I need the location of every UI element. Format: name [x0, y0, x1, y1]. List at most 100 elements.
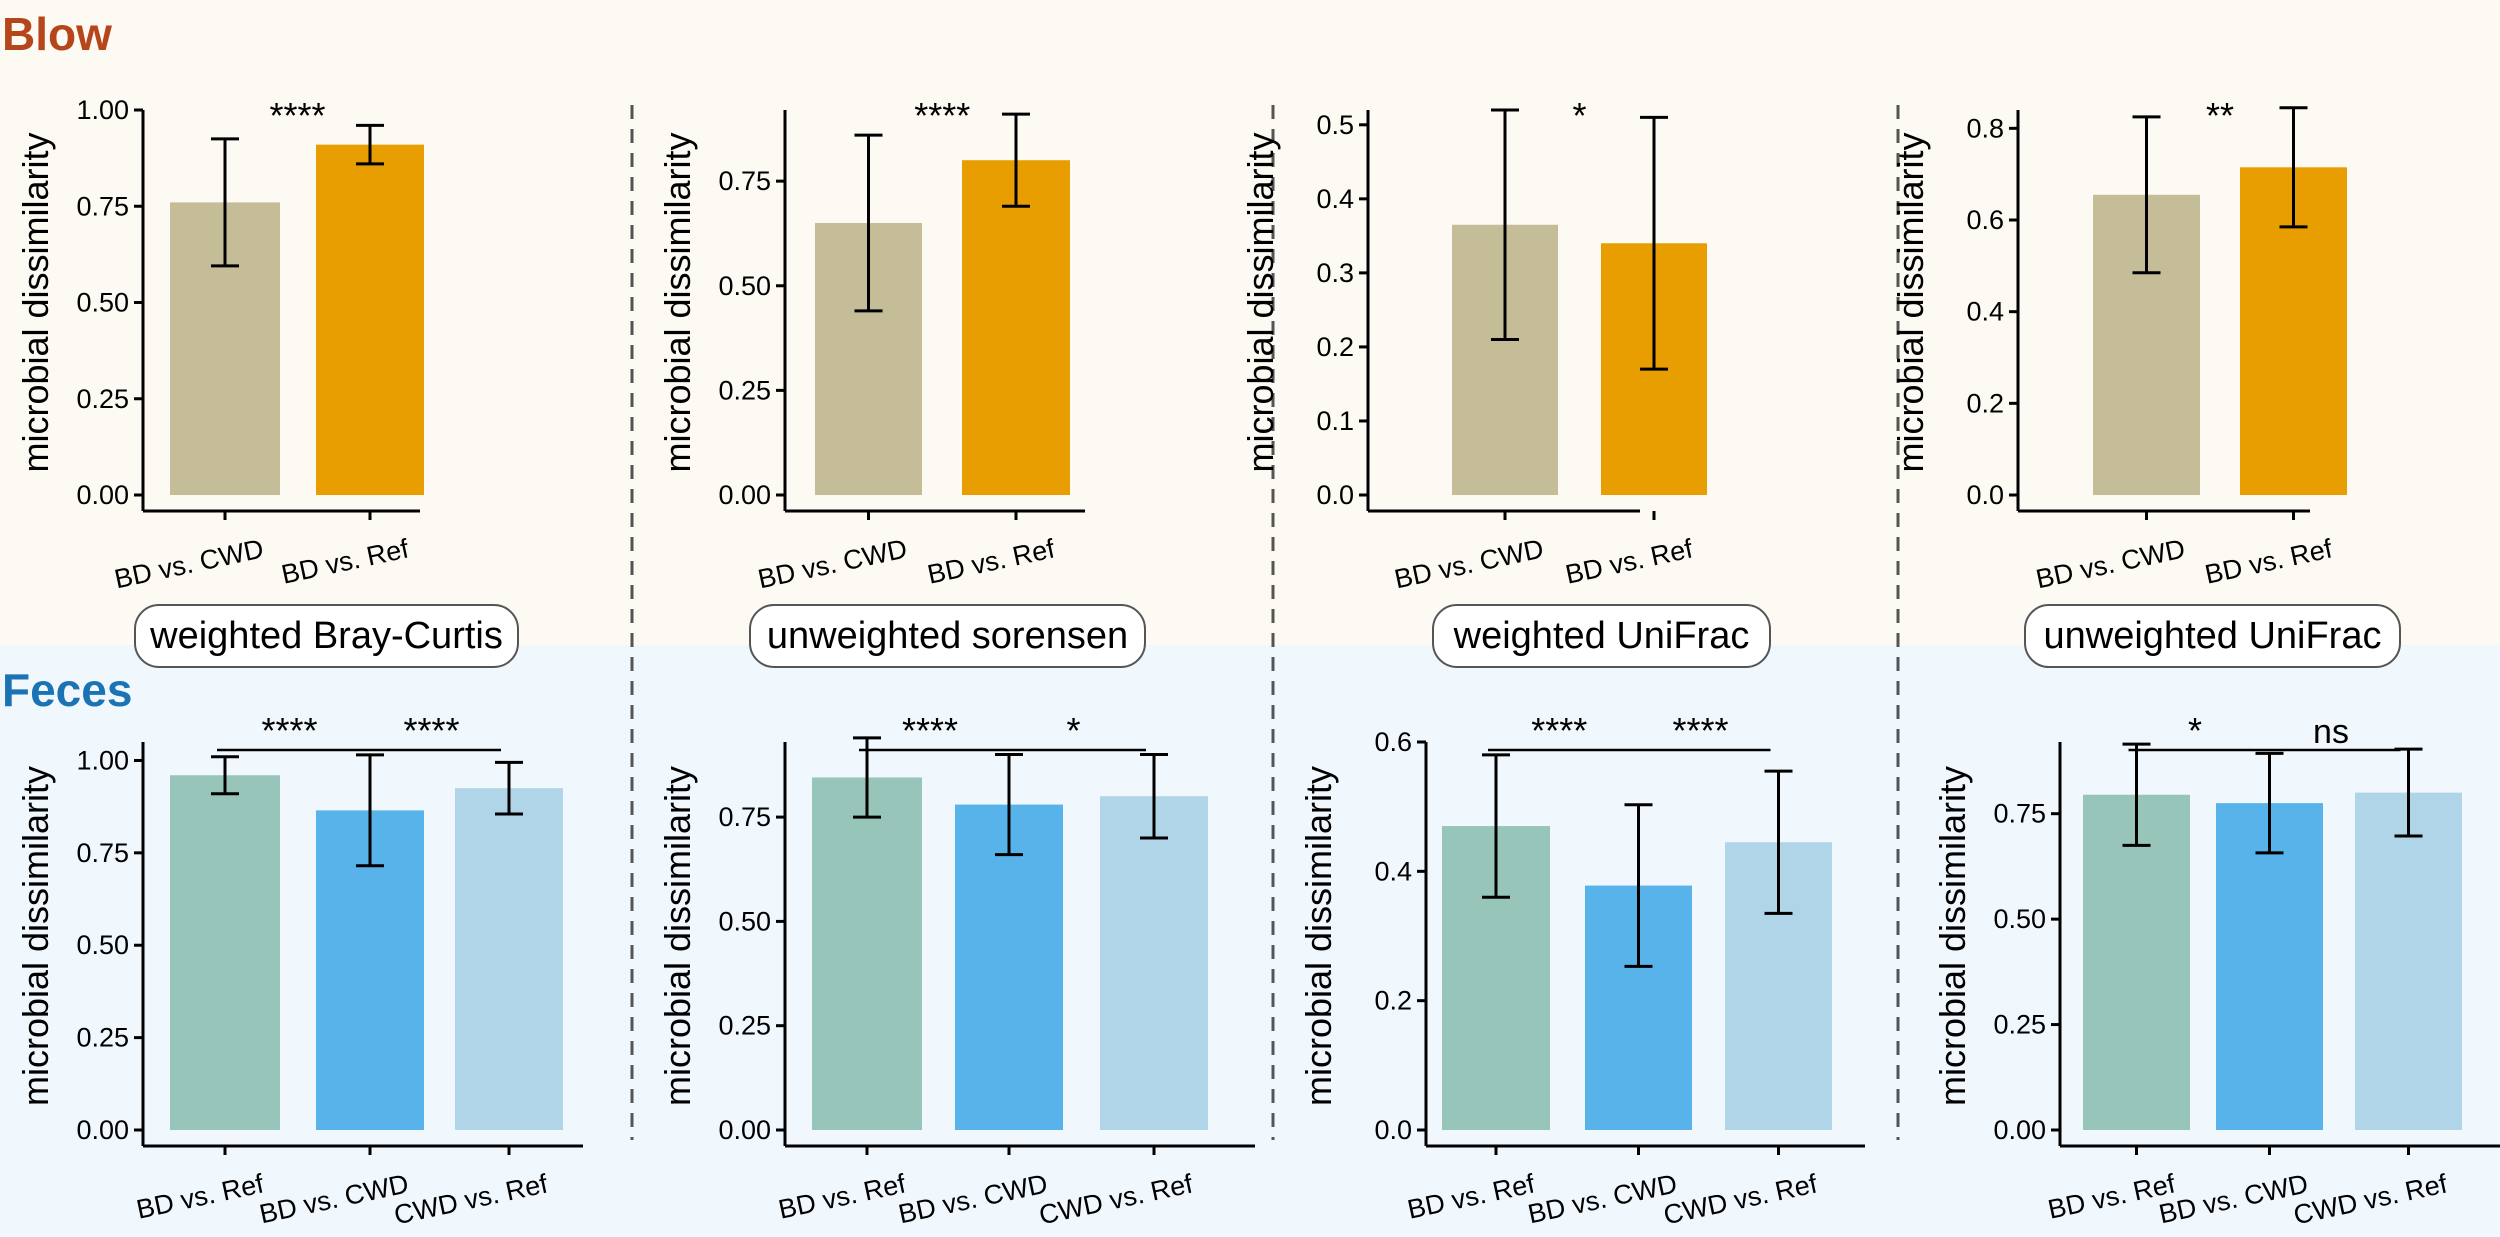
- significance-label: ****: [1672, 710, 1728, 751]
- significance-label: ****: [269, 95, 325, 136]
- significance-label: ****: [914, 95, 970, 136]
- y-tick-label: 0.25: [76, 1023, 129, 1053]
- y-tick-label: 0.2: [1374, 986, 1412, 1016]
- metric-label: unweighted UniFrac: [2024, 604, 2401, 668]
- metric-label: weighted UniFrac: [1432, 604, 1771, 668]
- y-tick-label: 0.1: [1316, 406, 1354, 436]
- error-bar: [1482, 753, 1510, 899]
- section-label-feces: Feces: [2, 664, 132, 716]
- y-tick-label: 0.00: [76, 1115, 129, 1145]
- y-tick-label: 0.0: [1966, 480, 2004, 510]
- y-tick-label: 0.50: [1993, 904, 2046, 934]
- bar: [316, 144, 424, 495]
- y-axis-label: microbial dissimilarity: [1890, 132, 1931, 472]
- metric-label-text: unweighted sorensen: [767, 615, 1128, 657]
- bar: [962, 160, 1070, 495]
- y-axis-label: microbial dissimilarity: [15, 132, 56, 472]
- bar: [955, 804, 1063, 1130]
- error-bar: [1764, 769, 1793, 915]
- y-tick-label: 0.25: [718, 375, 771, 405]
- y-tick-label: 0.3: [1316, 258, 1354, 288]
- y-tick-label: 0.2: [1966, 388, 2004, 418]
- y-axis-label: microbial dissimilarity: [657, 766, 698, 1106]
- error-bar: [356, 753, 384, 868]
- significance-label: **: [2206, 95, 2234, 136]
- y-tick-label: 0.6: [1374, 727, 1412, 757]
- y-axis-label: microbial dissimilarity: [1240, 132, 1281, 472]
- error-bar: [1624, 803, 1653, 968]
- significance-label: ****: [902, 710, 958, 751]
- metric-label-box: [134, 604, 519, 668]
- error-bar: [995, 753, 1023, 857]
- y-tick-label: 1.00: [76, 745, 129, 775]
- y-tick-label: 0.00: [1993, 1115, 2046, 1145]
- significance-label: ****: [403, 710, 459, 751]
- y-tick-label: 0.75: [76, 191, 129, 221]
- y-tick-label: 0.00: [718, 1115, 771, 1145]
- metric-label-text: weighted UniFrac: [1453, 615, 1750, 657]
- error-bar: [2279, 106, 2308, 229]
- y-tick-label: 0.6: [1966, 205, 2004, 235]
- y-tick-label: 0.00: [76, 480, 129, 510]
- y-tick-label: 0.25: [718, 1011, 771, 1041]
- significance-label: *: [2188, 710, 2202, 751]
- bar: [812, 777, 922, 1130]
- metric-label: unweighted sorensen: [749, 604, 1146, 668]
- y-tick-label: 0.50: [718, 906, 771, 936]
- error-bar: [1002, 112, 1030, 208]
- metric-label-text: weighted Bray-Curtis: [149, 615, 503, 657]
- error-bar: [2132, 115, 2161, 275]
- significance-label: *: [1066, 710, 1080, 751]
- bar: [1100, 796, 1208, 1130]
- bar: [2355, 792, 2462, 1130]
- y-tick-label: 0.2: [1316, 332, 1354, 362]
- y-tick-label: 0.0: [1374, 1115, 1412, 1145]
- y-tick-label: 0.50: [76, 930, 129, 960]
- y-tick-label: 0.00: [718, 480, 771, 510]
- y-tick-label: 0.4: [1374, 856, 1412, 886]
- significance-label: ****: [1531, 710, 1587, 751]
- y-axis-label: microbial dissimilarity: [1298, 766, 1339, 1106]
- bar: [455, 788, 563, 1130]
- error-bar: [211, 755, 239, 796]
- error-bar: [356, 123, 384, 166]
- y-tick-label: 1.00: [76, 95, 129, 125]
- y-tick-label: 0.75: [76, 838, 129, 868]
- error-bar: [1140, 753, 1168, 840]
- y-tick-label: 0.4: [1316, 184, 1354, 214]
- metric-label-text: unweighted UniFrac: [2044, 615, 2382, 657]
- y-tick-label: 0.4: [1966, 297, 2004, 327]
- metric-label-box: [1432, 604, 1771, 668]
- chart-panel: 0.00.20.40.60.8BD vs. CWD BD vs. Refmicro…: [1890, 95, 2347, 594]
- bar: [2083, 794, 2190, 1130]
- error-bar: [854, 133, 883, 313]
- bar: [2216, 803, 2323, 1130]
- significance-label: *: [1572, 95, 1586, 136]
- y-tick-label: 0.50: [76, 288, 129, 318]
- section-label-blow: Blow: [2, 8, 112, 60]
- metric-label-box: [749, 604, 1146, 668]
- error-bar: [211, 137, 239, 268]
- significance-label: ns: [2313, 713, 2349, 751]
- y-tick-label: 0.75: [718, 802, 771, 832]
- bar: [170, 775, 280, 1130]
- y-tick-label: 0.50: [718, 271, 771, 301]
- error-bar: [1491, 108, 1519, 342]
- significance-label: ****: [261, 710, 317, 751]
- metric-label: weighted Bray-Curtis: [134, 604, 519, 668]
- y-axis-label: microbial dissimilarity: [15, 766, 56, 1106]
- metric-label-box: [2024, 604, 2401, 668]
- error-bar: [2255, 751, 2284, 855]
- y-tick-label: 0.0: [1316, 480, 1354, 510]
- y-tick-label: 0.75: [1993, 799, 2046, 829]
- error-bar: [495, 760, 523, 816]
- error-bar: [2122, 742, 2151, 847]
- y-axis-label: microbial dissimilarity: [657, 132, 698, 472]
- y-tick-label: 0.25: [1993, 1010, 2046, 1040]
- y-tick-label: 0.5: [1316, 110, 1354, 140]
- y-tick-label: 0.25: [76, 384, 129, 414]
- y-tick-label: 0.75: [718, 166, 771, 196]
